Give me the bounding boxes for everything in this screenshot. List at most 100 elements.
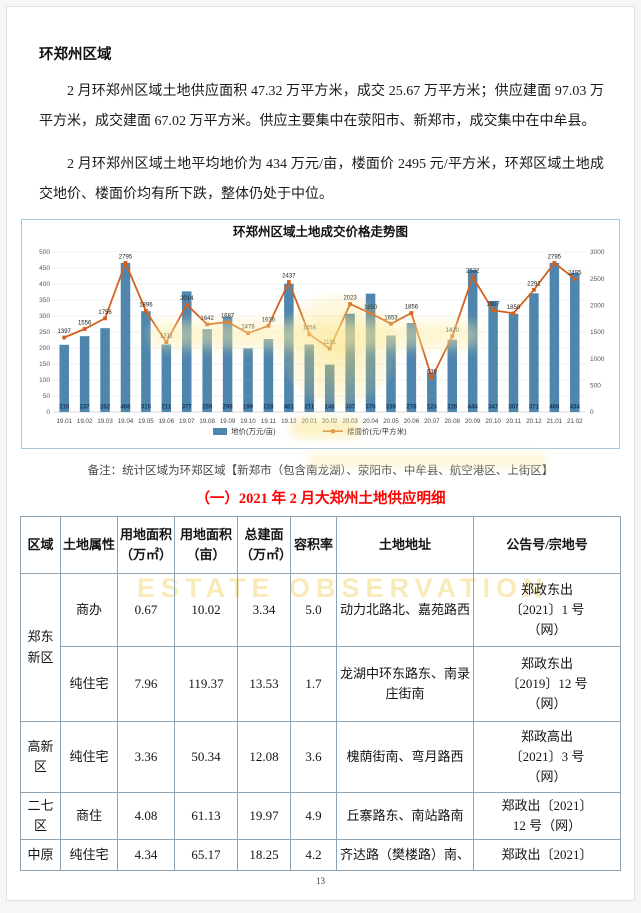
- x-axis-label: 19.12: [281, 418, 297, 425]
- bar-value-label: 315: [141, 405, 152, 411]
- x-axis-label: 19.03: [97, 418, 113, 425]
- line-value-label: 1850: [507, 305, 521, 311]
- bar: [141, 311, 151, 412]
- x-axis-label: 20.04: [363, 418, 379, 425]
- bar-value-label: 210: [59, 405, 70, 411]
- x-axis-label: 19.02: [77, 418, 93, 425]
- table-cell: 10.02: [174, 573, 238, 647]
- x-axis-label: 20.12: [526, 418, 542, 425]
- legend-line-label: 楼面价(元/平方米): [347, 426, 407, 436]
- line-value-label: 1191: [323, 340, 337, 346]
- bar-value-label: 148: [325, 405, 336, 411]
- line-value-label: 639: [427, 369, 438, 375]
- line-value-label: 1896: [139, 302, 153, 308]
- section-heading: 环郑州区域: [39, 47, 112, 63]
- bar-value-label: 239: [386, 405, 397, 411]
- bar: [406, 323, 417, 412]
- bar-value-label: 377: [182, 405, 193, 411]
- bar: [304, 344, 315, 412]
- bar-value-label: 123: [427, 405, 438, 411]
- bar-value-label: 211: [161, 405, 171, 411]
- left-axis-tick: 50: [43, 393, 51, 400]
- x-axis-label: 20.03: [342, 418, 358, 425]
- bar: [549, 262, 560, 412]
- line-value-label: 1420: [446, 328, 460, 334]
- bar-value-label: 228: [263, 405, 274, 411]
- line-marker: [246, 331, 250, 336]
- line-marker: [409, 311, 414, 315]
- line-marker: [225, 320, 230, 324]
- legend-bar-label: 地价(万元/亩): [231, 426, 276, 436]
- table-cell: 郑政东出 〔2021〕1 号 （网）: [473, 573, 621, 647]
- bar-value-label: 211: [304, 405, 314, 411]
- table-cell: 动力北路北、嘉苑路西: [336, 573, 474, 647]
- region-cell: 中原: [20, 839, 61, 871]
- right-axis-tick: 500: [590, 383, 601, 390]
- table-cell: 12.08: [237, 721, 291, 793]
- bar-value-label: 199: [243, 405, 254, 411]
- right-axis-tick: 2500: [590, 276, 605, 283]
- line-marker: [348, 302, 353, 307]
- line-value-label: 1616: [262, 317, 276, 323]
- document-page: 环郑州区域 2 月环郑州区域土地供应面积 47.32 万平方米，成交 25.67…: [6, 6, 635, 901]
- table-cell: 50.34: [174, 721, 238, 793]
- line-marker: [184, 302, 189, 307]
- line-marker: [532, 287, 536, 292]
- bar-value-label: 347: [488, 405, 499, 411]
- line-value-label: 1850: [364, 305, 378, 311]
- table-cell: 槐荫街南、弯月路西: [336, 721, 474, 793]
- region-cell: 郑东新区: [20, 573, 61, 722]
- x-axis-label: 19.04: [118, 418, 134, 425]
- bar: [263, 339, 274, 412]
- left-axis-tick: 200: [39, 345, 50, 352]
- line-marker: [82, 327, 87, 331]
- line-series: [63, 260, 576, 381]
- bar: [284, 283, 294, 412]
- table-header-cell: 区域: [20, 516, 61, 574]
- x-axis-label: 19.05: [138, 418, 154, 425]
- table-cell: 13.53: [237, 646, 291, 722]
- bar: [529, 293, 539, 412]
- table-row: 郑东新区 商办 0.67 10.02 3.34 5.0 动力北路北、嘉苑路西 郑政东出 〔20…: [20, 573, 621, 722]
- bar: [161, 344, 172, 412]
- bar-value-label: 434: [570, 405, 581, 411]
- bar-value-label: 307: [345, 405, 356, 411]
- table-cell: 3.6: [290, 721, 337, 793]
- price-trend-chart: 0 50 100 150 200 250 300 350 400 450 500 0 500 1000 15…: [39, 224, 605, 436]
- x-axis-label: 20.06: [404, 418, 420, 425]
- bar: [59, 344, 69, 412]
- line-value-label: 2437: [282, 274, 296, 280]
- bar-value-label: 444: [468, 405, 479, 411]
- line-value-label: 1397: [58, 329, 72, 335]
- table-row: 中原 纯住宅 4.34 65.17 18.25 4.2 齐达路（樊楼路）南、 郑政出〔2021…: [20, 839, 621, 871]
- line-value-label: 1907: [486, 302, 500, 308]
- table-cell: 5.0: [290, 573, 337, 647]
- bar: [570, 273, 580, 412]
- table-cell: 18.25: [237, 839, 291, 871]
- line-value-label: 2795: [548, 254, 562, 260]
- line-marker: [205, 322, 210, 327]
- bar-value-label: 262: [100, 405, 111, 411]
- line-marker: [552, 261, 557, 265]
- table-cell: 丘寨路东、南站路南: [336, 792, 474, 840]
- table-cell: 纯住宅: [60, 839, 118, 871]
- x-axis-label: 20.02: [322, 418, 338, 425]
- line-marker: [103, 316, 107, 321]
- left-axis-tick: 0: [46, 409, 50, 416]
- legend-bar-swatch: [213, 428, 227, 435]
- table-cell: 4.08: [117, 792, 175, 840]
- table-cell: 纯住宅: [60, 721, 118, 793]
- right-axis-tick: 2000: [590, 303, 605, 310]
- x-axis-label: 20.07: [424, 418, 440, 425]
- table-cell: 4.34: [117, 839, 175, 871]
- table-cell: 7.96: [117, 646, 175, 722]
- right-axis-tick: 1500: [590, 329, 605, 336]
- table-cell: 1.7: [290, 646, 337, 722]
- bar: [79, 336, 90, 412]
- x-axis-label: 21.02: [567, 418, 583, 425]
- x-axis-label: 20.09: [465, 418, 481, 425]
- region-cell: 二七区: [20, 792, 61, 840]
- x-axis-label: 20.11: [506, 418, 522, 425]
- table-cell: 4.2: [290, 839, 337, 871]
- left-axis-tick: 300: [39, 313, 50, 320]
